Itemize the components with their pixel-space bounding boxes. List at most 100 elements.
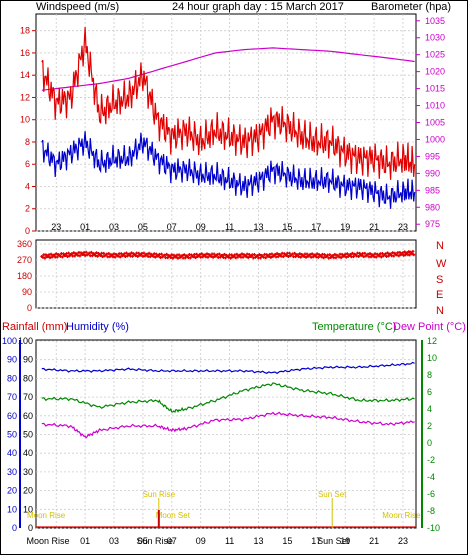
compass-label: N <box>436 240 444 252</box>
dewpoint-axis-title: Dew Point (°C) <box>393 321 466 333</box>
wind-x-tick-label: 01 <box>80 222 90 232</box>
temperature-tick-label: 2 <box>427 421 432 431</box>
barometer-tick-label: 990 <box>425 168 440 178</box>
direction-tick-label: 270 <box>17 255 32 265</box>
dewpoint-line <box>41 411 415 439</box>
compass-label: W <box>436 258 447 270</box>
barometer-tick-label: 1010 <box>425 101 445 111</box>
rainfall-tick-label: 90 <box>7 355 17 365</box>
temp-x-tick-label: 09 <box>196 536 206 546</box>
compass-label: S <box>436 274 443 286</box>
humidity-tick-label: 30 <box>23 467 33 477</box>
sun-set-label: Sun Set <box>318 490 347 499</box>
temperature-axis-title: Temperature (°C) <box>312 321 396 333</box>
temp-x-tick-label: 05 <box>138 536 148 546</box>
rainfall-axis-title: Rainfall (mm) <box>2 321 67 333</box>
wind-x-tick-label: 23 <box>398 222 408 232</box>
humidity-tick-label: 100 <box>18 336 33 346</box>
direction-tick-labels: 0 90 180 270 360 <box>17 239 32 313</box>
rainfall-tick-label: 30 <box>7 467 17 477</box>
wind-x-tick-label: 11 <box>225 222 234 232</box>
temp-x-tick-label: 07 <box>167 536 177 546</box>
direction-tick-label: 0 <box>27 303 32 313</box>
humidity-tick-label: 50 <box>23 430 33 440</box>
temp-x-tick-label: 17 <box>311 536 321 546</box>
temperature-tick-labels: -10 -8 -6 -4 -2 0 2 4 6 8 10 12 <box>427 336 440 533</box>
temperature-tick-label: 4 <box>427 404 432 414</box>
temp-x-tick-label: 19 <box>340 536 350 546</box>
humidity-tick-label: 60 <box>23 411 33 421</box>
temperature-line <box>41 382 415 414</box>
rainfall-tick-label: 60 <box>7 411 17 421</box>
sun-moon-events: Sun Rise Sun Set Moon Rise Moon Set Moon Ris… <box>27 490 421 528</box>
wind-x-tick-label: 23 <box>51 222 61 232</box>
windspeed-tick-label: 4 <box>25 181 30 191</box>
barometer-tick-label: 1005 <box>425 118 445 128</box>
humidity-tick-label: 10 <box>23 504 33 514</box>
windspeed-tick-label: 2 <box>25 204 30 214</box>
windspeed-tick-label: 14 <box>20 70 30 80</box>
direction-tick-label: 90 <box>22 287 32 297</box>
barometer-tick-label: 985 <box>425 185 440 195</box>
sun-rise-axis-label: Sun Rise <box>137 536 174 546</box>
barometer-tick-label: 1035 <box>425 16 445 26</box>
wind-gust-line <box>41 26 416 180</box>
moon-set-label: Moon Set <box>156 511 191 520</box>
temperature-tick-label: -2 <box>427 455 435 465</box>
temp-x-tick-label: 21 <box>369 536 379 546</box>
rainfall-tick-label: 50 <box>7 430 17 440</box>
direction-tick-label: 180 <box>17 271 32 281</box>
rainfall-tick-label: 0 <box>12 523 17 533</box>
barometer-tick-label: 1030 <box>425 33 445 43</box>
barometer-tick-label: 1015 <box>425 84 445 94</box>
direction-tick-label: 360 <box>17 239 32 249</box>
sun-set-axis-label: Sun Set <box>317 536 350 546</box>
wind-x-tick-label: 07 <box>167 222 177 232</box>
temperature-tick-label: -8 <box>427 506 435 516</box>
temp-x-tick-label: 13 <box>254 536 264 546</box>
windspeed-tick-label: 6 <box>25 159 30 169</box>
humidity-tick-label: 70 <box>23 392 33 402</box>
humidity-tick-label: 20 <box>23 486 33 496</box>
wind-panel-frame <box>35 13 417 232</box>
barometer-tick-label: 980 <box>425 202 440 212</box>
rainfall-tick-label: 70 <box>7 392 17 402</box>
windspeed-tick-labels: 0 2 4 6 8 10 12 14 16 18 <box>20 26 36 236</box>
sun-rise-label: Sun Rise <box>143 490 176 499</box>
temp-x-tick-label: 15 <box>282 536 292 546</box>
direction-panel-grid <box>36 243 416 309</box>
temp-x-tick-labels: Moon Rise 01 03 05 07 09 11 13 15 17 19 21 23 Sun Ris… <box>26 536 408 546</box>
barometer-tick-label: 975 <box>425 219 440 229</box>
moon-rise-axis-label: Moon Rise <box>26 536 69 546</box>
moon-rise-label: Moon Rise <box>27 511 66 520</box>
windspeed-tick-label: 10 <box>20 115 30 125</box>
wind-x-tick-label: 17 <box>311 222 321 232</box>
barometer-tick-labels: 975 980 985 990 995 1000 1005 1010 1015 1020 1025 1… <box>416 16 445 229</box>
temp-x-tick-label: 01 <box>80 536 90 546</box>
rainfall-tick-label: 20 <box>7 486 17 496</box>
temp-x-tick-label: 23 <box>398 536 408 546</box>
temperature-tick-label: -4 <box>427 472 435 482</box>
wind-series <box>41 26 416 209</box>
barometer-axis-title: Barometer (hpa) <box>371 1 451 13</box>
compass-label: E <box>436 289 443 301</box>
rainfall-tick-label: 100 <box>2 336 17 346</box>
wind-x-tick-label: 15 <box>282 222 292 232</box>
wind-x-tick-label: 19 <box>340 222 350 232</box>
temperature-tick-label: -6 <box>427 489 435 499</box>
wind-x-tick-labels: 23 01 03 05 07 09 11 13 15 17 19 21 23 <box>51 222 408 232</box>
temperature-tick-label: 6 <box>427 387 432 397</box>
wind-x-tick-label: 03 <box>109 222 119 232</box>
chart-title: 24 hour graph day : 15 March 2017 <box>172 1 344 13</box>
moon-rise-label: Moon Rise <box>382 511 421 520</box>
rainfall-tick-label: 40 <box>7 448 17 458</box>
wind-panel-grid <box>36 14 416 232</box>
rainfall-tick-label: 80 <box>7 373 17 383</box>
barometer-tick-label: 995 <box>425 151 440 161</box>
humidity-tick-label: 90 <box>23 355 33 365</box>
direction-panel-frame <box>35 239 417 309</box>
humidity-line <box>41 361 415 375</box>
